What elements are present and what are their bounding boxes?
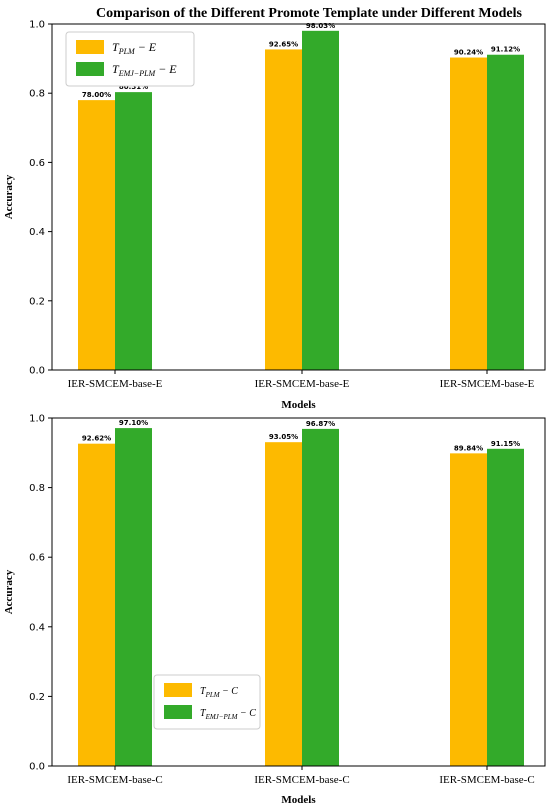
data-label: 97.10%: [119, 419, 148, 427]
bar-series1: [450, 57, 487, 370]
y-tick-label: 0.0: [29, 366, 45, 377]
data-label: 78.00%: [82, 91, 111, 99]
legend-entry-suffix: − E: [135, 40, 157, 54]
bar-series2: [302, 428, 339, 766]
legend-entry-suffix: − C: [220, 686, 239, 697]
x-tick-label: IER-SMCEM-base-C: [67, 774, 162, 786]
y-tick-label: 0.8: [29, 483, 45, 494]
legend-entry: TEMJ−PLM − E: [112, 62, 177, 78]
x-tick-label: IER-SMCEM-base-C: [254, 774, 349, 786]
data-label: 90.24%: [454, 49, 483, 57]
legend-entry-subscript: PLM: [118, 47, 136, 56]
bar-series2: [302, 30, 339, 371]
y-tick-label: 0.4: [29, 227, 45, 238]
y-tick-label: 0.6: [29, 553, 45, 564]
legend-entry-suffix: − E: [155, 62, 177, 76]
bar-series1: [265, 49, 302, 370]
legend-swatch: [76, 40, 104, 54]
legend-entry: TEMJ−PLM − C: [200, 708, 256, 721]
y-tick-label: 0.6: [29, 158, 45, 169]
legend-entry: TPLM − E: [112, 40, 157, 56]
x-axis-label: Models: [281, 794, 316, 806]
bar-series2: [487, 54, 524, 371]
plot-frame: [51, 23, 546, 371]
data-label: 91.12%: [491, 46, 520, 54]
x-tick-label: IER-SMCEM-base-E: [68, 378, 163, 390]
data-label: 91.15%: [491, 440, 520, 448]
figure-title: Comparison of the Different Promote Temp…: [96, 6, 522, 21]
bar-series1: [450, 453, 487, 766]
y-tick-label: 0.4: [29, 622, 45, 633]
bar-series2: [115, 92, 152, 370]
legend-swatch: [164, 705, 192, 719]
data-label: 92.62%: [82, 435, 111, 443]
bar-series1: [78, 443, 115, 766]
bar-series1: [78, 100, 115, 371]
y-tick-label: 1.0: [29, 414, 45, 425]
legend-entry: TPLM − C: [200, 686, 238, 699]
bar-series2: [487, 448, 524, 766]
y-tick-label: 0.2: [29, 692, 45, 703]
y-tick-label: 0.8: [29, 89, 45, 100]
y-axis-label: Accuracy: [3, 174, 15, 219]
legend-entry-main: T: [112, 62, 120, 76]
y-tick-label: 0.0: [29, 762, 45, 773]
chart-top: 78.00% 92.65% 90.24% 80.31% 98.03% 91.12% 0.0 0…: [3, 20, 546, 411]
data-label: 93.05%: [269, 433, 298, 441]
y-tick-label: 1.0: [29, 20, 45, 31]
legend-entry-suffix: − C: [238, 708, 257, 719]
data-label: 80.31%: [119, 83, 148, 91]
x-tick-label: IER-SMCEM-base-C: [439, 774, 534, 786]
legend-entry-main: T: [200, 686, 207, 697]
legend-swatch: [76, 62, 104, 76]
data-label: 96.87%: [306, 420, 335, 428]
x-tick-label: IER-SMCEM-base-E: [255, 378, 350, 390]
x-tick-label: IER-SMCEM-base-E: [440, 378, 535, 390]
legend-entry-subscript: EMJ−PLM: [118, 69, 157, 78]
plot-frame: [51, 417, 546, 767]
y-axis-label: Accuracy: [3, 569, 15, 614]
x-axis-label: Models: [281, 399, 316, 411]
y-tick-label: 0.2: [29, 296, 45, 307]
bar-series1: [265, 442, 302, 766]
data-label: 89.84%: [454, 444, 483, 452]
legend-swatch: [164, 683, 192, 697]
bar-series2: [115, 428, 152, 766]
legend-entry-main: T: [200, 708, 207, 719]
legend-entry-main: T: [112, 40, 120, 54]
data-label: 92.65%: [269, 40, 298, 48]
data-label: 98.03%: [306, 22, 335, 30]
legend-entry-subscript: EMJ−PLM: [205, 713, 239, 721]
legend-entry-subscript: PLM: [205, 691, 221, 699]
chart-bottom: 92.62% 93.05% 89.84% 97.10% 96.87% 91.15% 0.0 0…: [3, 414, 546, 806]
